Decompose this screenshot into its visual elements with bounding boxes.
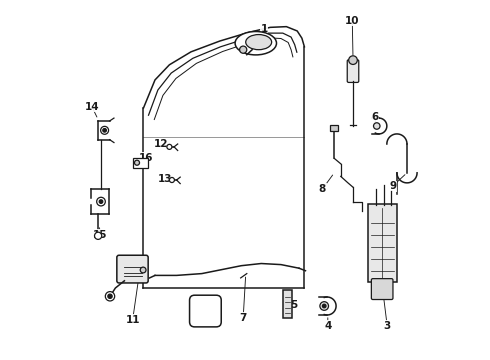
Text: 2: 2 xyxy=(213,314,220,324)
Text: 13: 13 xyxy=(158,174,172,184)
Ellipse shape xyxy=(235,31,276,55)
Text: 8: 8 xyxy=(319,184,326,194)
Text: 1: 1 xyxy=(261,24,268,34)
Circle shape xyxy=(103,129,106,132)
FancyBboxPatch shape xyxy=(347,60,359,82)
Ellipse shape xyxy=(245,35,271,50)
Text: 5: 5 xyxy=(291,300,297,310)
Circle shape xyxy=(99,200,103,203)
Text: 6: 6 xyxy=(372,112,379,122)
Circle shape xyxy=(322,304,326,308)
Text: 12: 12 xyxy=(154,139,169,149)
Circle shape xyxy=(105,292,115,301)
Circle shape xyxy=(240,46,247,53)
FancyBboxPatch shape xyxy=(133,158,148,168)
Circle shape xyxy=(108,294,112,298)
Circle shape xyxy=(349,56,357,64)
Circle shape xyxy=(97,197,105,206)
Text: 11: 11 xyxy=(125,315,140,325)
Circle shape xyxy=(167,144,172,149)
Circle shape xyxy=(320,302,328,310)
Circle shape xyxy=(95,232,102,239)
Text: 7: 7 xyxy=(240,312,247,323)
Text: 3: 3 xyxy=(384,321,391,331)
FancyBboxPatch shape xyxy=(190,295,221,327)
Text: 14: 14 xyxy=(85,102,99,112)
Text: 16: 16 xyxy=(139,153,153,163)
FancyBboxPatch shape xyxy=(368,204,396,282)
Circle shape xyxy=(100,126,109,134)
FancyBboxPatch shape xyxy=(330,125,338,131)
FancyBboxPatch shape xyxy=(371,279,393,300)
Text: 10: 10 xyxy=(345,15,360,26)
FancyBboxPatch shape xyxy=(283,290,292,318)
Circle shape xyxy=(373,123,380,129)
Text: 4: 4 xyxy=(324,321,332,331)
Text: 15: 15 xyxy=(93,230,107,240)
Circle shape xyxy=(140,267,146,273)
FancyBboxPatch shape xyxy=(117,255,148,283)
Text: 9: 9 xyxy=(389,181,396,191)
Circle shape xyxy=(170,177,174,183)
Circle shape xyxy=(134,160,140,165)
